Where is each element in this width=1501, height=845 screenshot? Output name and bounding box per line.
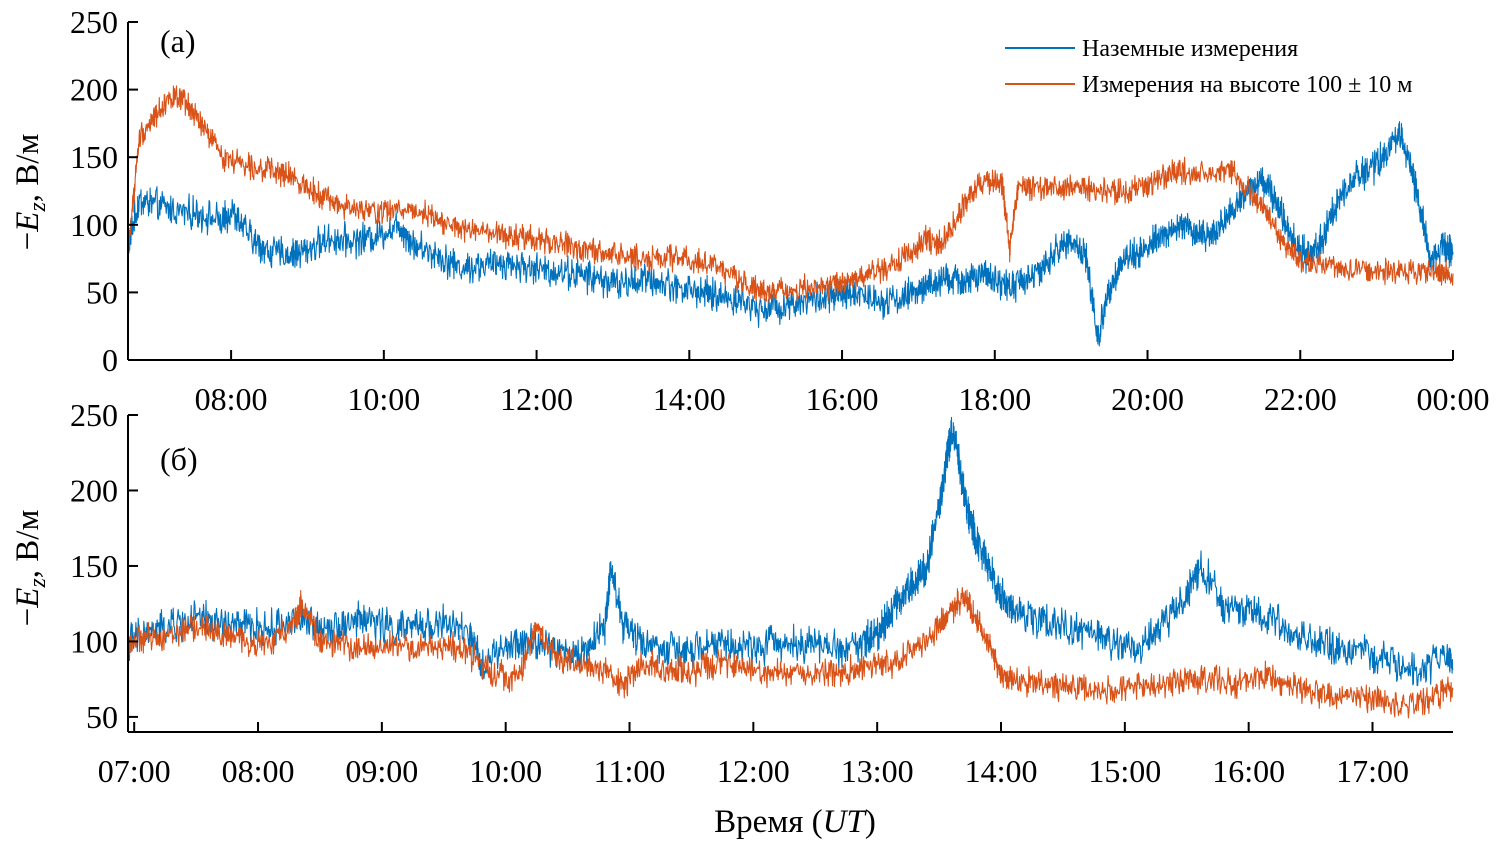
panel-a-xtick-label: 00:00 [1417,381,1490,417]
panel-a-xtick-label: 18:00 [958,381,1031,417]
panel-a-xtick-label: 16:00 [806,381,879,417]
panel-b-xtick-label: 17:00 [1336,753,1409,789]
panel-a-ylabel-prefix: − [10,232,46,251]
panel-a-xtick-label: 20:00 [1111,381,1184,417]
panel-b-series [127,416,1454,719]
legend-label-ground: Наземные измерения [1082,36,1298,62]
panel-b-xtick-label: 09:00 [345,753,418,789]
panel-b-xtick-label: 13:00 [841,753,914,789]
panel-b-xtick-label: 11:00 [594,753,666,789]
panel-b-ylabel: −Ez, В/м [10,510,51,627]
panel-b-xlabel-var: UT [823,804,868,840]
panel-a-ytick-label: 200 [70,72,118,108]
panel-b-ytick-label: 50 [86,699,118,735]
panel-b-xlabel-prefix: Время ( [714,804,822,840]
panel-b-ylabel-sub: z [25,578,51,589]
panel-a-series-ground-line [127,121,1454,347]
panel-b-ylabel-var: E [10,588,46,609]
panel-a-series-altitude-line [127,85,1454,305]
panel-b-axes: 50 100 150 200 250 07:00 08:00 09:00 10:00 11:00 1… [70,397,1453,789]
panel-b-ytick-label: 200 [70,472,118,508]
panel-a-ylabel-unit: , В/м [10,134,46,203]
panel-b-ylabel-unit: , В/м [10,510,46,579]
panel-b-ytick-label: 100 [70,623,118,659]
panel-a-xtick-label: 08:00 [195,381,268,417]
panel-b-xtick-label: 08:00 [222,753,295,789]
panel-a-ytick-label: 50 [86,274,118,310]
panel-b-xtick-label: 07:00 [98,753,171,789]
panel-a-ylabel-var: E [10,212,46,233]
panel-b-xtick-label: 16:00 [1212,753,1285,789]
panel-a-label: (а) [160,23,196,59]
panel-a-ytick-label: 150 [70,139,118,175]
panel-b-xtick-label: 12:00 [717,753,790,789]
panel-b-ylabel-prefix: − [10,608,46,627]
panel-a: 0 50 100 150 200 250 08:00 10:00 12:00 14:00 16:00… [10,4,1489,417]
panel-a-xtick-label: 22:00 [1264,381,1337,417]
legend-label-altitude: Измерения на высоте 100 ± 10 м [1082,72,1412,98]
panel-b-xlabel-suffix: ) [865,804,876,840]
panel-a-series [127,85,1454,347]
panel-b-xtick-label: 15:00 [1088,753,1161,789]
panel-b-label: (б) [160,441,198,477]
panel-a-axes: 0 50 100 150 200 250 08:00 10:00 12:00 14:00 16:00… [70,4,1489,417]
panel-a-xtick-label: 14:00 [653,381,726,417]
panel-a-ylabel: −Ez, В/м [10,134,51,251]
panel-b-series-altitude-line [127,586,1454,719]
panel-b-xlabel: Время (UT) [714,804,876,840]
panel-a-ytick-label: 100 [70,207,118,243]
panel-a-xtick-label: 10:00 [347,381,420,417]
panel-a-ylabel-sub: z [25,202,51,213]
panel-a-ytick-label: 0 [102,342,118,378]
panel-b: 50 100 150 200 250 07:00 08:00 09:00 10:00 11:00 1… [10,397,1454,840]
panel-b-xtick-label: 14:00 [965,753,1038,789]
panel-b-xtick-label: 10:00 [469,753,542,789]
panel-a-ytick-label: 250 [70,4,118,40]
panel-b-series-ground-line [127,416,1454,687]
panel-b-ytick-label: 150 [70,548,118,584]
panel-a-xtick-label: 12:00 [500,381,573,417]
panel-b-ytick-label: 250 [70,397,118,433]
legend: Наземные измерения Измерения на высоте 1… [1005,36,1412,98]
